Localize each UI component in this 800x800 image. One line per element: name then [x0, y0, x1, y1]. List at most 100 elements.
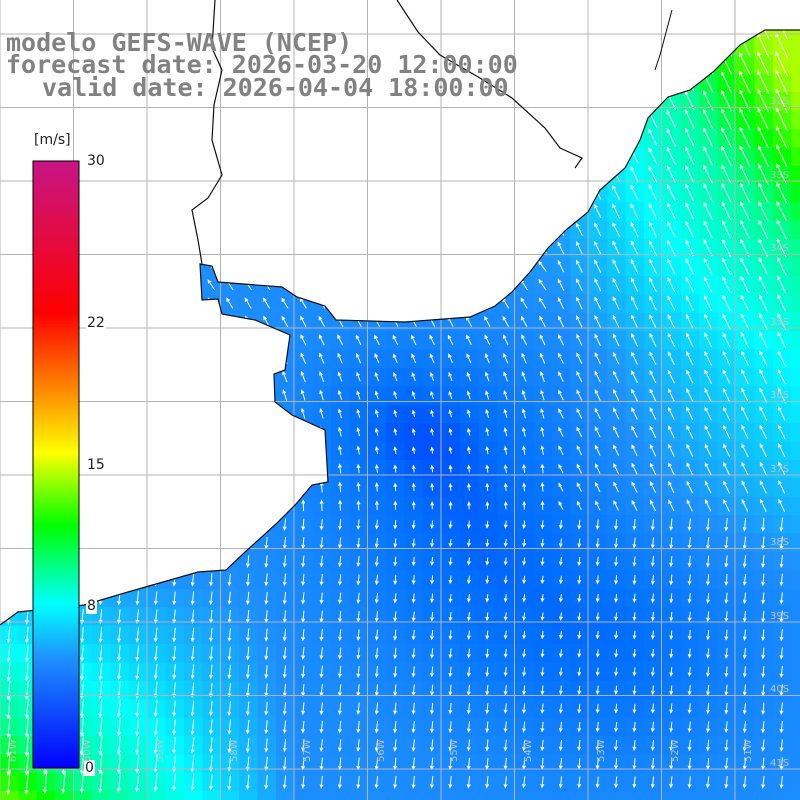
speed-cell: [791, 257, 800, 277]
speed-cell: [552, 36, 571, 56]
wind-arrow: [686, 313, 694, 329]
speed-cell: [423, 30, 443, 38]
speed-cell: [496, 736, 516, 755]
wind-arrow: [703, 201, 713, 221]
wind-arrow: [485, 648, 490, 659]
coastline-main: [0, 29, 800, 626]
speed-cell: [331, 128, 351, 148]
wind-arrow: [466, 593, 471, 603]
wind-arrow: [390, 242, 400, 254]
wind-arrow: [723, 443, 731, 458]
speed-cell: [588, 662, 608, 682]
wind-arrow: [134, 370, 141, 383]
speed-cell: [0, 404, 19, 424]
wind-arrow: [650, 776, 655, 789]
wind-arrow: [758, 256, 768, 276]
speed-cell: [128, 552, 148, 571]
speed-cell: [386, 110, 406, 130]
wind-arrow: [374, 519, 379, 530]
speed-cell: [349, 220, 369, 240]
speed-cell: [184, 625, 203, 645]
speed-cell: [404, 220, 424, 240]
speed-cell: [515, 202, 535, 222]
wind-arrow: [485, 464, 490, 473]
speed-cell: [294, 257, 314, 277]
wind-arrow: [669, 630, 674, 640]
wind-arrow: [686, 462, 694, 476]
wind-arrow: [649, 0, 658, 18]
wind-arrow: [464, 242, 474, 254]
speed-cell: [147, 331, 167, 351]
speed-cell: [404, 717, 424, 737]
speed-cell: [220, 570, 240, 590]
wind-arrow: [245, 443, 250, 457]
speed-cell: [699, 515, 719, 535]
speed-cell: [128, 588, 148, 608]
wind-arrow: [501, 279, 510, 291]
wind-arrow: [319, 720, 324, 734]
wind-arrow: [116, 772, 121, 793]
wind-arrow: [209, 646, 214, 661]
speed-cell: [772, 791, 792, 800]
speed-cell: [184, 165, 203, 185]
wind-arrow: [393, 611, 398, 623]
wind-arrow: [411, 427, 416, 436]
wind-arrow: [6, 698, 11, 720]
wind-arrow: [356, 500, 361, 511]
wind-arrow: [430, 593, 435, 604]
wind-arrow: [669, 739, 674, 752]
wind-arrow: [724, 518, 729, 532]
wind-arrow: [722, 332, 731, 348]
wind-arrow: [632, 518, 637, 531]
speed-cell: [680, 552, 700, 571]
speed-cell: [147, 184, 167, 203]
speed-cell: [478, 625, 498, 645]
wind-arrow: [577, 721, 582, 733]
wind-arrow: [485, 776, 490, 789]
speed-cell: [423, 791, 443, 800]
speed-cell: [165, 184, 185, 203]
wind-arrow: [171, 333, 178, 346]
speed-cell: [239, 165, 259, 185]
wind-arrow: [466, 353, 472, 364]
wind-arrow: [338, 463, 342, 474]
wind-arrow: [759, 294, 768, 312]
speed-cell: [478, 533, 498, 553]
speed-cell: [386, 736, 406, 755]
wind-arrow: [134, 315, 142, 328]
speed-cell: [368, 147, 387, 167]
wind-arrow: [648, 147, 658, 165]
wind-arrow: [540, 649, 545, 659]
speed-cell: [220, 625, 240, 645]
wind-arrow: [430, 666, 434, 678]
wind-arrow: [666, 72, 677, 92]
wind-arrow: [687, 555, 692, 568]
wind-arrow: [483, 260, 492, 272]
wind-arrow: [430, 427, 435, 436]
speed-cell: [0, 220, 19, 240]
wind-arrow: [703, 108, 714, 130]
wind-arrow: [761, 592, 766, 605]
speed-cell: [644, 515, 663, 535]
wind-arrow: [153, 518, 158, 532]
speed-cell: [607, 625, 627, 645]
speed-cell: [386, 625, 406, 645]
wind-arrow: [135, 443, 140, 457]
speed-cell: [386, 276, 406, 295]
wind-arrow: [521, 776, 526, 789]
wind-arrow: [374, 371, 379, 382]
wind-arrow: [98, 591, 103, 606]
wind-arrow: [132, 170, 143, 179]
wind-arrow: [630, 128, 639, 146]
speed-cell: [239, 699, 259, 719]
wind-arrow: [95, 188, 106, 198]
wind-arrow: [61, 770, 66, 794]
wind-arrow: [704, 350, 712, 366]
speed-cell: [791, 73, 800, 93]
speed-cell: [0, 0, 19, 19]
wind-arrow: [706, 648, 711, 659]
wind-arrow: [245, 701, 250, 716]
speed-cell: [625, 533, 645, 553]
wind-arrow: [667, 295, 676, 311]
speed-cell: [18, 92, 38, 111]
